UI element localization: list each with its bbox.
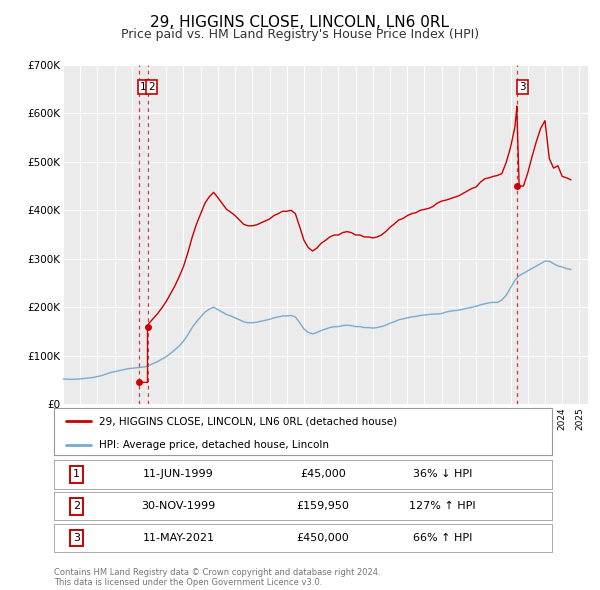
Text: 1: 1: [73, 470, 80, 479]
Text: 1: 1: [140, 82, 146, 92]
Text: 11-MAY-2021: 11-MAY-2021: [143, 533, 215, 543]
Text: 29, HIGGINS CLOSE, LINCOLN, LN6 0RL: 29, HIGGINS CLOSE, LINCOLN, LN6 0RL: [151, 15, 449, 30]
Text: £450,000: £450,000: [296, 533, 349, 543]
Text: £159,950: £159,950: [296, 502, 349, 511]
Text: 11-JUN-1999: 11-JUN-1999: [143, 470, 214, 479]
Text: 2: 2: [148, 82, 155, 92]
Text: 3: 3: [520, 82, 526, 92]
Text: 36% ↓ HPI: 36% ↓ HPI: [413, 470, 472, 479]
Text: 3: 3: [73, 533, 80, 543]
Text: 30-NOV-1999: 30-NOV-1999: [142, 502, 215, 511]
Text: 127% ↑ HPI: 127% ↑ HPI: [409, 502, 476, 511]
Text: 2: 2: [73, 502, 80, 511]
Text: £45,000: £45,000: [300, 470, 346, 479]
Text: 29, HIGGINS CLOSE, LINCOLN, LN6 0RL (detached house): 29, HIGGINS CLOSE, LINCOLN, LN6 0RL (det…: [99, 416, 397, 426]
Text: HPI: Average price, detached house, Lincoln: HPI: Average price, detached house, Linc…: [99, 440, 329, 450]
Text: 66% ↑ HPI: 66% ↑ HPI: [413, 533, 472, 543]
Text: Contains HM Land Registry data © Crown copyright and database right 2024.
This d: Contains HM Land Registry data © Crown c…: [54, 568, 380, 587]
Text: Price paid vs. HM Land Registry's House Price Index (HPI): Price paid vs. HM Land Registry's House …: [121, 28, 479, 41]
